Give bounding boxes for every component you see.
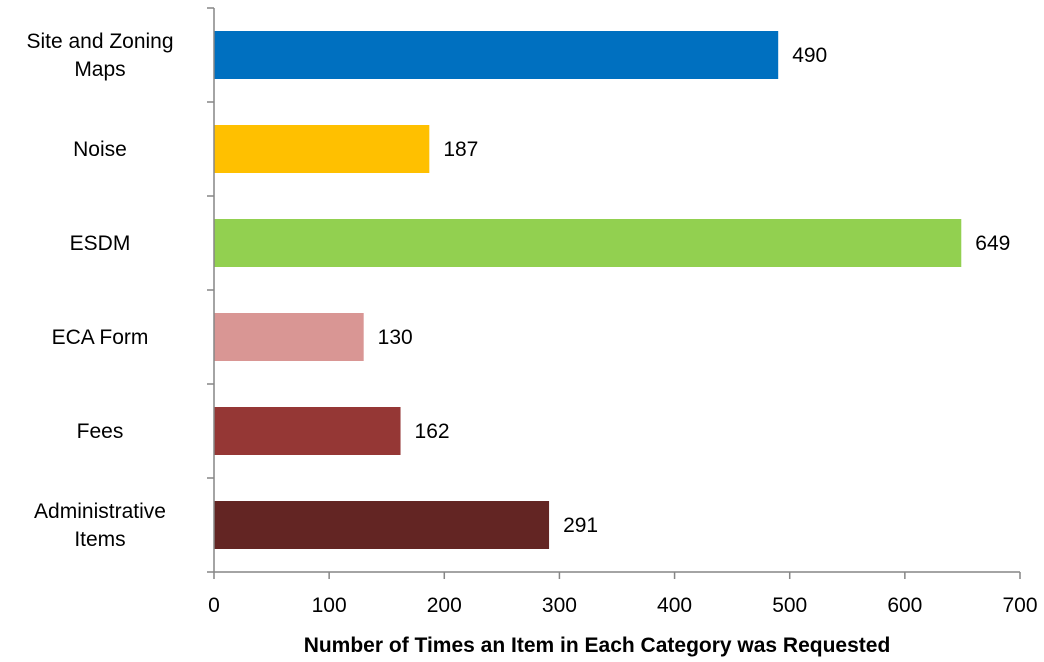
data-label: 162 (415, 420, 450, 443)
bar (214, 125, 430, 173)
category-label: Noise (73, 138, 127, 161)
data-label: 490 (792, 44, 827, 67)
category-label: ECA Form (52, 326, 149, 349)
bars-group (214, 31, 962, 549)
category-label: ESDM (70, 232, 131, 255)
y-axis-ticks (207, 7, 214, 573)
bar (214, 501, 550, 549)
x-tick-labels-group: 0 100 200 300 400 500 600 700 (208, 594, 1037, 617)
data-label: 187 (443, 138, 478, 161)
category-label: Fees (77, 420, 124, 443)
x-tick-label: 100 (312, 594, 347, 617)
x-tick-label: 300 (542, 594, 577, 617)
x-tick-label: 400 (657, 594, 692, 617)
x-axis-ticks (213, 572, 1021, 579)
category-label: Administrative Items (34, 500, 166, 551)
x-axis-title: Number of Times an Item in Each Category… (304, 634, 891, 657)
x-tick-label: 700 (1002, 594, 1037, 617)
bar (214, 313, 364, 361)
data-label: 130 (378, 326, 413, 349)
data-labels-group: 490 187 649 130 162 291 (378, 44, 1011, 537)
x-tick-label: 500 (772, 594, 807, 617)
category-labels-group: Site and Zoning Maps Noise ESDM ECA Form Fees… (26, 30, 173, 551)
category-label: Site and Zoning Maps (26, 30, 173, 81)
x-tick-label: 0 (208, 594, 220, 617)
x-tick-label: 200 (427, 594, 462, 617)
bar (214, 407, 401, 455)
bar (214, 219, 962, 267)
x-tick-label: 600 (887, 594, 922, 617)
data-label: 649 (975, 232, 1010, 255)
bar (214, 31, 779, 79)
data-label: 291 (563, 514, 598, 537)
